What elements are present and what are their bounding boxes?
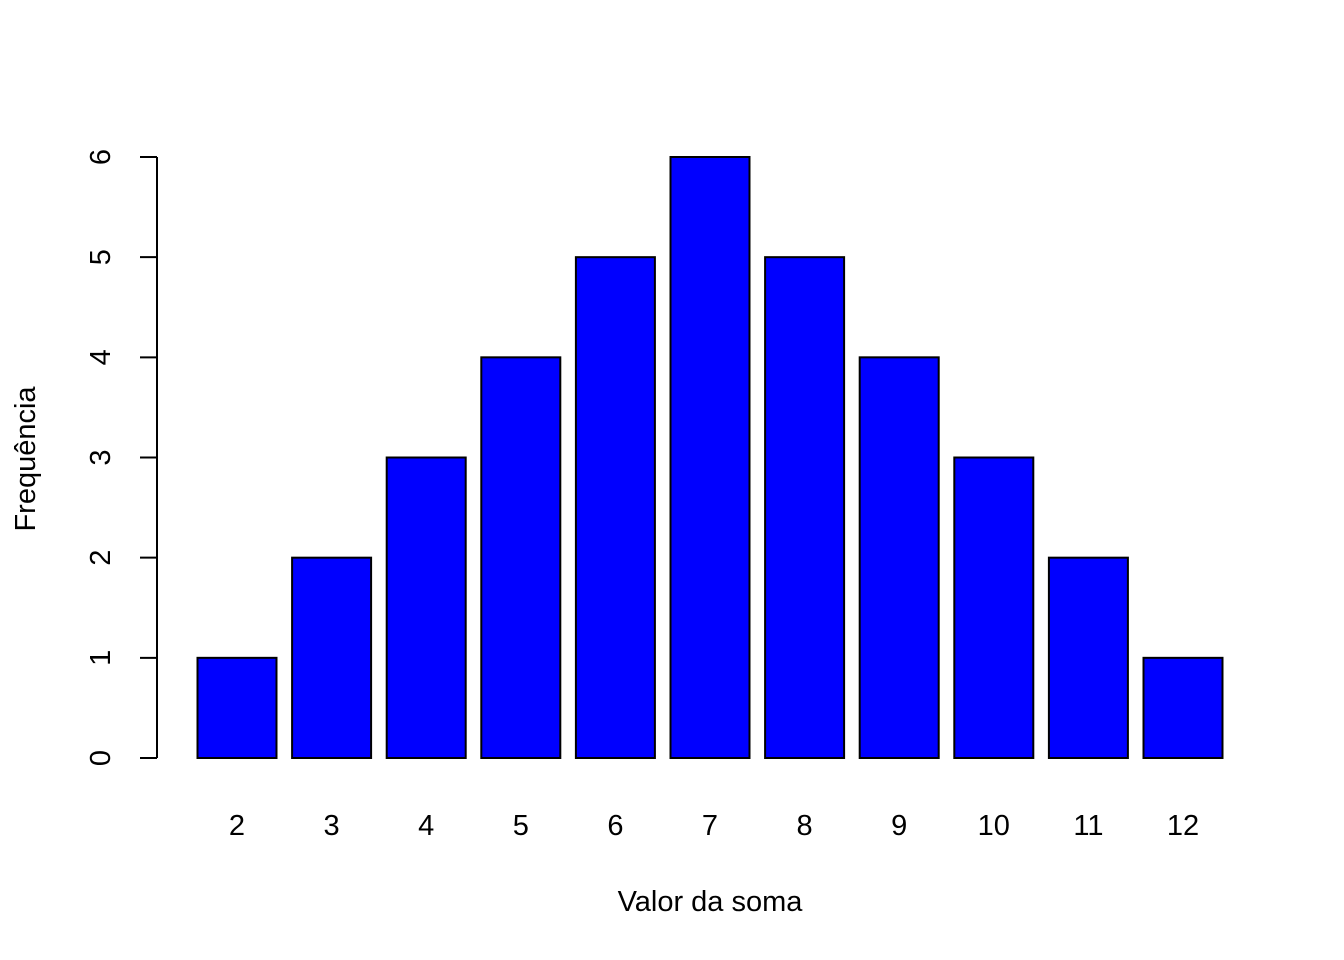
y-tick-label: 3 <box>85 449 117 465</box>
y-axis: 0 1 2 3 4 5 6 <box>85 149 158 766</box>
x-tick-label: 12 <box>1167 810 1199 842</box>
bar <box>953 456 1035 759</box>
x-tick-labels: 2 3 4 5 6 7 8 9 10 11 12 <box>229 810 1199 842</box>
bars <box>196 156 1224 760</box>
y-tick-label: 1 <box>85 650 117 666</box>
bar <box>1047 556 1129 760</box>
bar <box>1142 656 1224 759</box>
bar <box>385 456 467 759</box>
x-tick-label: 11 <box>1073 810 1103 842</box>
y-ticks: 0 1 2 3 4 5 6 <box>85 149 157 766</box>
x-tick-label: 6 <box>607 810 623 842</box>
bar <box>858 356 940 759</box>
bar <box>574 256 656 759</box>
y-tick-label: 5 <box>85 249 117 265</box>
x-tick-label: 9 <box>891 810 907 842</box>
y-tick-label: 0 <box>85 750 117 766</box>
x-tick-label: 10 <box>978 810 1010 842</box>
x-tick-label: 2 <box>229 810 245 842</box>
x-tick-label: 7 <box>702 810 718 842</box>
y-axis-label: Frequência <box>10 386 42 532</box>
y-tick-label: 6 <box>85 149 117 165</box>
bar <box>196 656 278 759</box>
x-tick-label: 8 <box>797 810 813 842</box>
x-tick-label: 5 <box>513 810 529 842</box>
y-tick-label: 4 <box>85 349 117 365</box>
bar <box>764 256 846 759</box>
bar <box>669 156 751 759</box>
x-tick-label: 3 <box>324 810 340 842</box>
bar <box>291 556 373 760</box>
bar <box>480 356 562 759</box>
y-tick-label: 2 <box>85 550 117 566</box>
x-tick-label: 4 <box>418 810 434 842</box>
x-axis-label: Valor da soma <box>618 886 804 918</box>
